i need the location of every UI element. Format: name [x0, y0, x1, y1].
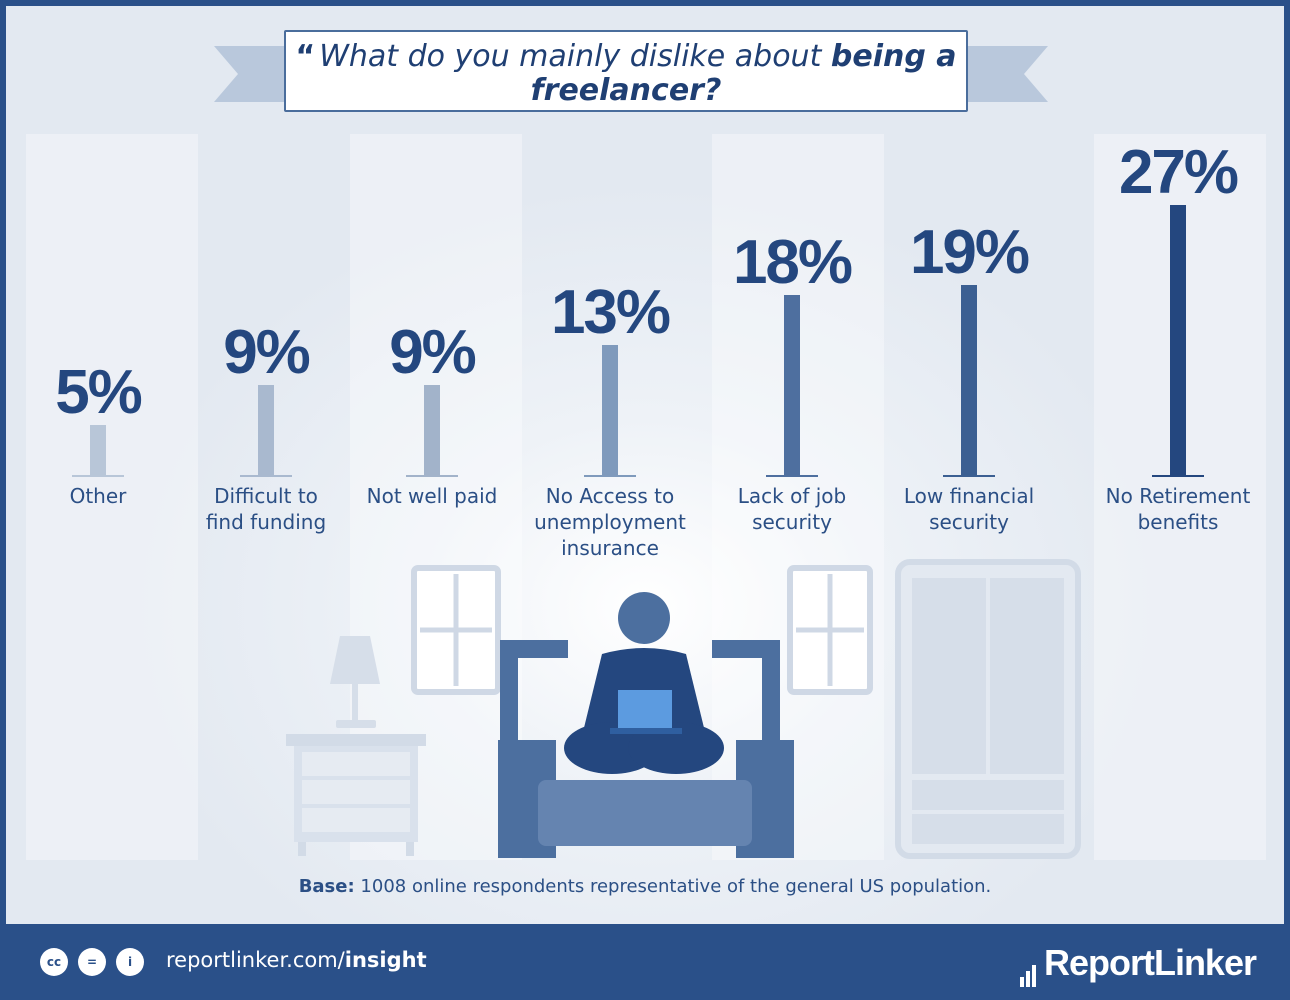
bar [424, 385, 440, 475]
value-label: 19% [910, 218, 1029, 287]
bar [258, 385, 274, 475]
title-bold: being a freelancer? [530, 39, 957, 108]
category-label: Other [70, 484, 128, 508]
window-right-icon [787, 565, 873, 695]
value-label: 9% [223, 318, 309, 387]
footer-link-bold: insight [344, 948, 427, 972]
logo-bars-icon [1019, 945, 1038, 987]
infographic-panel: “What do you mainly dislike about being … [6, 6, 1284, 924]
person-icon: i [116, 948, 144, 976]
bar-chart: 5% Other 9% Difficult to find funding 9% Not w… [55, 138, 1251, 560]
bar [784, 295, 800, 475]
base-note-text: 1008 online respondents representative o… [360, 876, 992, 897]
logo-text: ReportLinker [1043, 942, 1257, 983]
value-label: 27% [1119, 138, 1238, 207]
title-box: “What do you mainly dislike about being … [284, 30, 968, 112]
footer: cc = i reportlinker.com/insight ReportLi… [0, 924, 1290, 1000]
reportlinker-logo: ReportLinker [1019, 942, 1257, 987]
cc-icon: cc [40, 948, 68, 976]
bar [1170, 205, 1186, 475]
value-label: 5% [55, 358, 141, 427]
category-label: Lack of job security [738, 484, 846, 534]
bar [602, 345, 618, 475]
category-label: Difficult to find funding [206, 484, 326, 534]
footer-link-plain: reportlinker.com/ [166, 948, 345, 972]
footer-link[interactable]: reportlinker.com/insight [166, 948, 427, 972]
category-label: No Retirement benefits [1106, 484, 1251, 534]
value-label: 13% [551, 278, 670, 347]
base-note: Base: 1008 online respondents representa… [6, 876, 1284, 897]
room-illustration [286, 559, 1081, 859]
bar [90, 425, 106, 475]
window-left-icon [411, 565, 501, 695]
base-note-label: Base: [298, 876, 355, 897]
category-label: No Access to unemployment insurance [534, 484, 686, 560]
nightstand-icon [286, 734, 426, 856]
value-label: 9% [389, 318, 475, 387]
chart-title: “What do you mainly dislike about being … [286, 40, 966, 108]
bar [961, 285, 977, 475]
quote-mark-icon: “ [295, 39, 316, 74]
title-plain: What do you mainly dislike about [319, 39, 822, 74]
column-band [26, 134, 198, 860]
freelancer-person-icon [564, 592, 724, 774]
bed-icon [498, 640, 794, 858]
lamp-icon [330, 636, 380, 728]
wardrobe-icon [895, 559, 1081, 859]
category-label: Low financial security [904, 484, 1034, 534]
equals-icon: = [78, 948, 106, 976]
value-label: 18% [733, 228, 852, 297]
column-band [712, 134, 884, 860]
category-label: Not well paid [367, 484, 498, 508]
